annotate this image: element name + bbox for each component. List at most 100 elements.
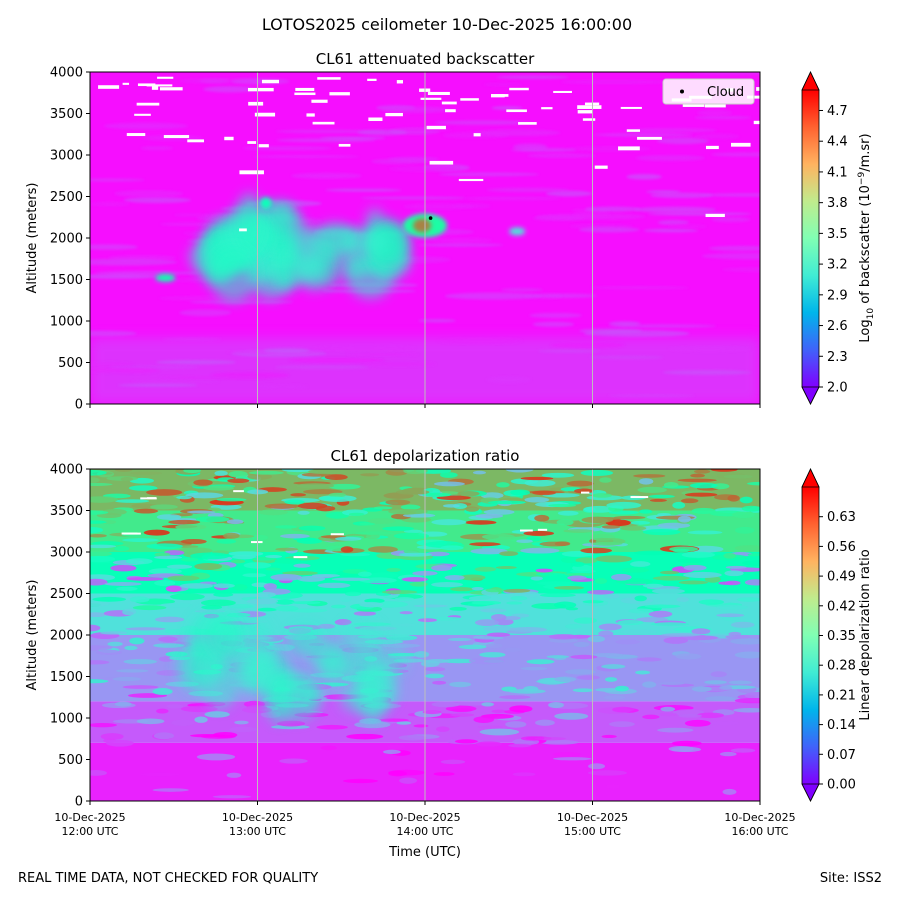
depolarization-texture-mark bbox=[328, 483, 361, 490]
depolarization-texture-mark bbox=[116, 586, 138, 591]
depolarization-texture-mark bbox=[526, 659, 555, 665]
backscatter-nodata-speck bbox=[577, 110, 593, 114]
depolarization-texture-mark bbox=[194, 563, 223, 570]
backscatter-patch-core bbox=[413, 218, 431, 233]
backscatter-nodata-speck bbox=[247, 87, 274, 92]
depolarization-texture-mark bbox=[114, 469, 133, 472]
backscatter-texture-mark bbox=[418, 318, 456, 323]
backscatter-texture-mark bbox=[388, 156, 439, 162]
depolarization-texture-mark bbox=[651, 588, 685, 594]
depolarization-texture-mark bbox=[663, 637, 689, 644]
backscatter-texture-mark bbox=[534, 293, 597, 299]
depolarization-texture-mark bbox=[270, 573, 302, 581]
depolarization-texture-mark bbox=[590, 653, 625, 658]
backscatter-nodata-speck bbox=[261, 79, 279, 84]
backscatter-nodata-speck bbox=[582, 118, 596, 121]
depolarization-texture-mark bbox=[734, 545, 760, 552]
depolarization-texture-mark bbox=[346, 733, 384, 740]
colorbar-tick-label: 2.3 bbox=[827, 350, 848, 365]
depolarization-texture-mark bbox=[100, 631, 128, 635]
backscatter-nodata-speck bbox=[594, 165, 608, 169]
depolarization-texture-mark bbox=[122, 608, 137, 616]
depolarization-texture-mark bbox=[90, 624, 101, 632]
depolarization-texture-mark bbox=[431, 565, 453, 572]
depolarization-texture-mark bbox=[481, 702, 494, 707]
depolarization-texture-mark bbox=[458, 644, 487, 650]
x-tick-label-date: 10-Dec-2025 bbox=[222, 811, 293, 824]
depolarization-texture-mark bbox=[436, 726, 450, 732]
depolarization-texture-mark bbox=[386, 744, 406, 750]
backscatter-nodata-speck bbox=[294, 92, 316, 96]
backscatter-texture-mark bbox=[491, 106, 523, 110]
depolarization-texture-mark bbox=[149, 504, 178, 510]
backscatter-texture-mark bbox=[722, 267, 760, 272]
x-tick-label-time: 16:00 UTC bbox=[731, 825, 788, 838]
backscatter-nodata-speck bbox=[126, 133, 146, 137]
depolarization-texture-mark bbox=[214, 470, 228, 476]
colorbar-tick-label: 0.14 bbox=[827, 718, 856, 733]
backscatter-texture-mark bbox=[513, 143, 548, 151]
depolarization-texture-mark bbox=[570, 654, 598, 660]
depolarization-texture-mark bbox=[303, 489, 343, 495]
depolarization-texture-mark bbox=[472, 470, 486, 475]
depolarization-texture-mark bbox=[422, 492, 452, 497]
depolarization-texture-mark bbox=[485, 588, 505, 593]
depolarization-layer-blob bbox=[383, 646, 407, 674]
depolarization-texture-mark bbox=[723, 474, 753, 479]
backscatter-nodata-speck bbox=[98, 85, 120, 89]
depolarization-texture-mark bbox=[587, 770, 628, 776]
y-tick-label: 500 bbox=[58, 753, 83, 768]
depolarization-texture-mark bbox=[377, 718, 410, 722]
depolarization-texture-mark bbox=[100, 733, 124, 740]
backscatter-nodata-speck bbox=[187, 139, 205, 143]
depolarization-texture-mark bbox=[90, 520, 107, 524]
depolarization-texture-mark bbox=[166, 704, 184, 709]
depolarization-texture-mark bbox=[442, 658, 476, 664]
backscatter-nodata-speck bbox=[473, 133, 481, 137]
depolarization-texture-mark bbox=[523, 530, 555, 536]
depolarization-texture-mark bbox=[730, 638, 760, 645]
depolarization-texture-mark bbox=[226, 612, 251, 618]
depolarization-texture-mark bbox=[114, 545, 130, 552]
backscatter-texture-mark bbox=[90, 202, 130, 207]
backscatter-texture-mark bbox=[608, 321, 641, 326]
depolarization-texture-mark bbox=[382, 526, 414, 531]
depolarization-texture-mark bbox=[710, 469, 738, 472]
depolarization-texture-mark bbox=[633, 474, 666, 478]
depolarization-texture-mark bbox=[573, 641, 590, 648]
depolarization-texture-mark bbox=[396, 721, 412, 725]
depolarization-texture-mark bbox=[572, 688, 594, 693]
backscatter-texture-mark bbox=[584, 206, 641, 212]
depolarization-texture-mark bbox=[520, 547, 560, 554]
y-tick-label: 4000 bbox=[50, 463, 83, 478]
depolarization-nodata-speck bbox=[293, 556, 308, 559]
backscatter-texture-mark bbox=[634, 206, 716, 213]
depolarization-texture-mark bbox=[195, 516, 230, 523]
depolarization-texture-mark bbox=[90, 555, 116, 563]
depolarization-texture-mark bbox=[354, 531, 394, 535]
y-tick-label: 1000 bbox=[50, 315, 83, 330]
backscatter-texture-mark bbox=[437, 337, 523, 344]
depolarization-texture-mark bbox=[732, 511, 755, 519]
depolarization-texture-mark bbox=[426, 551, 450, 557]
depolarization-texture-mark bbox=[479, 728, 520, 736]
depolarization-texture-mark bbox=[212, 795, 252, 799]
depolarization-texture-mark bbox=[650, 622, 690, 627]
backscatter-texture-mark bbox=[532, 321, 575, 327]
backscatter-texture-mark bbox=[657, 220, 690, 226]
backscatter-texture-mark bbox=[483, 82, 523, 87]
depolarization-texture-mark bbox=[132, 605, 167, 611]
depolarization-texture-mark bbox=[480, 608, 507, 613]
depolarization-texture-mark bbox=[298, 525, 326, 531]
depolarization-texture-mark bbox=[296, 483, 335, 489]
depolarization-texture-mark bbox=[101, 520, 117, 525]
depolarization-texture-mark bbox=[253, 469, 283, 472]
backscatter-texture-mark bbox=[417, 243, 504, 247]
depolarization-texture-mark bbox=[724, 580, 741, 586]
backscatter-colorbar-label: Log10 of backscatter (10−9/m.sr) bbox=[857, 133, 876, 342]
depolarization-texture-mark bbox=[473, 716, 495, 723]
depolarization-texture-mark bbox=[164, 628, 196, 634]
depolarization-texture-mark bbox=[200, 599, 236, 607]
depolarization-texture-mark bbox=[190, 552, 230, 560]
